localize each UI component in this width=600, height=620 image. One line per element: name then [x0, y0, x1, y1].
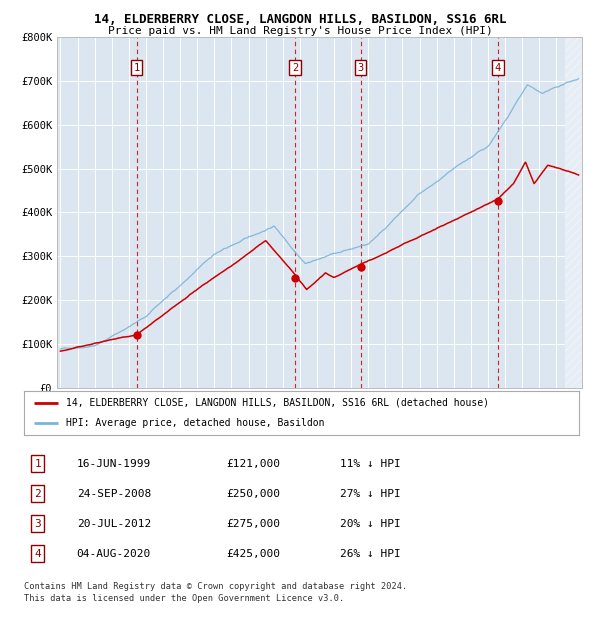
Text: HPI: Average price, detached house, Basildon: HPI: Average price, detached house, Basi… [65, 418, 324, 428]
Text: 27% ↓ HPI: 27% ↓ HPI [340, 489, 401, 498]
Text: £121,000: £121,000 [227, 459, 281, 469]
Text: 3: 3 [35, 518, 41, 528]
Text: 11% ↓ HPI: 11% ↓ HPI [340, 459, 401, 469]
Text: £275,000: £275,000 [227, 518, 281, 528]
Text: 4: 4 [495, 63, 501, 73]
Text: 2: 2 [35, 489, 41, 498]
Text: 4: 4 [35, 549, 41, 559]
Text: Price paid vs. HM Land Registry's House Price Index (HPI): Price paid vs. HM Land Registry's House … [107, 26, 493, 36]
Text: 26% ↓ HPI: 26% ↓ HPI [340, 549, 401, 559]
Text: 20-JUL-2012: 20-JUL-2012 [77, 518, 151, 528]
Text: £425,000: £425,000 [227, 549, 281, 559]
Text: 2: 2 [292, 63, 298, 73]
Bar [565, 37, 584, 387]
Text: 14, ELDERBERRY CLOSE, LANGDON HILLS, BASILDON, SS16 6RL: 14, ELDERBERRY CLOSE, LANGDON HILLS, BAS… [94, 13, 506, 26]
Text: 1: 1 [134, 63, 140, 73]
Text: 16-JUN-1999: 16-JUN-1999 [77, 459, 151, 469]
Text: 14, ELDERBERRY CLOSE, LANGDON HILLS, BASILDON, SS16 6RL (detached house): 14, ELDERBERRY CLOSE, LANGDON HILLS, BAS… [65, 397, 488, 408]
Text: 04-AUG-2020: 04-AUG-2020 [77, 549, 151, 559]
Text: 3: 3 [358, 63, 364, 73]
Text: 1: 1 [35, 459, 41, 469]
Text: This data is licensed under the Open Government Licence v3.0.: This data is licensed under the Open Gov… [24, 594, 344, 603]
Text: £250,000: £250,000 [227, 489, 281, 498]
Text: Contains HM Land Registry data © Crown copyright and database right 2024.: Contains HM Land Registry data © Crown c… [24, 582, 407, 591]
Text: 20% ↓ HPI: 20% ↓ HPI [340, 518, 401, 528]
Text: 24-SEP-2008: 24-SEP-2008 [77, 489, 151, 498]
Bar [565, 37, 584, 387]
